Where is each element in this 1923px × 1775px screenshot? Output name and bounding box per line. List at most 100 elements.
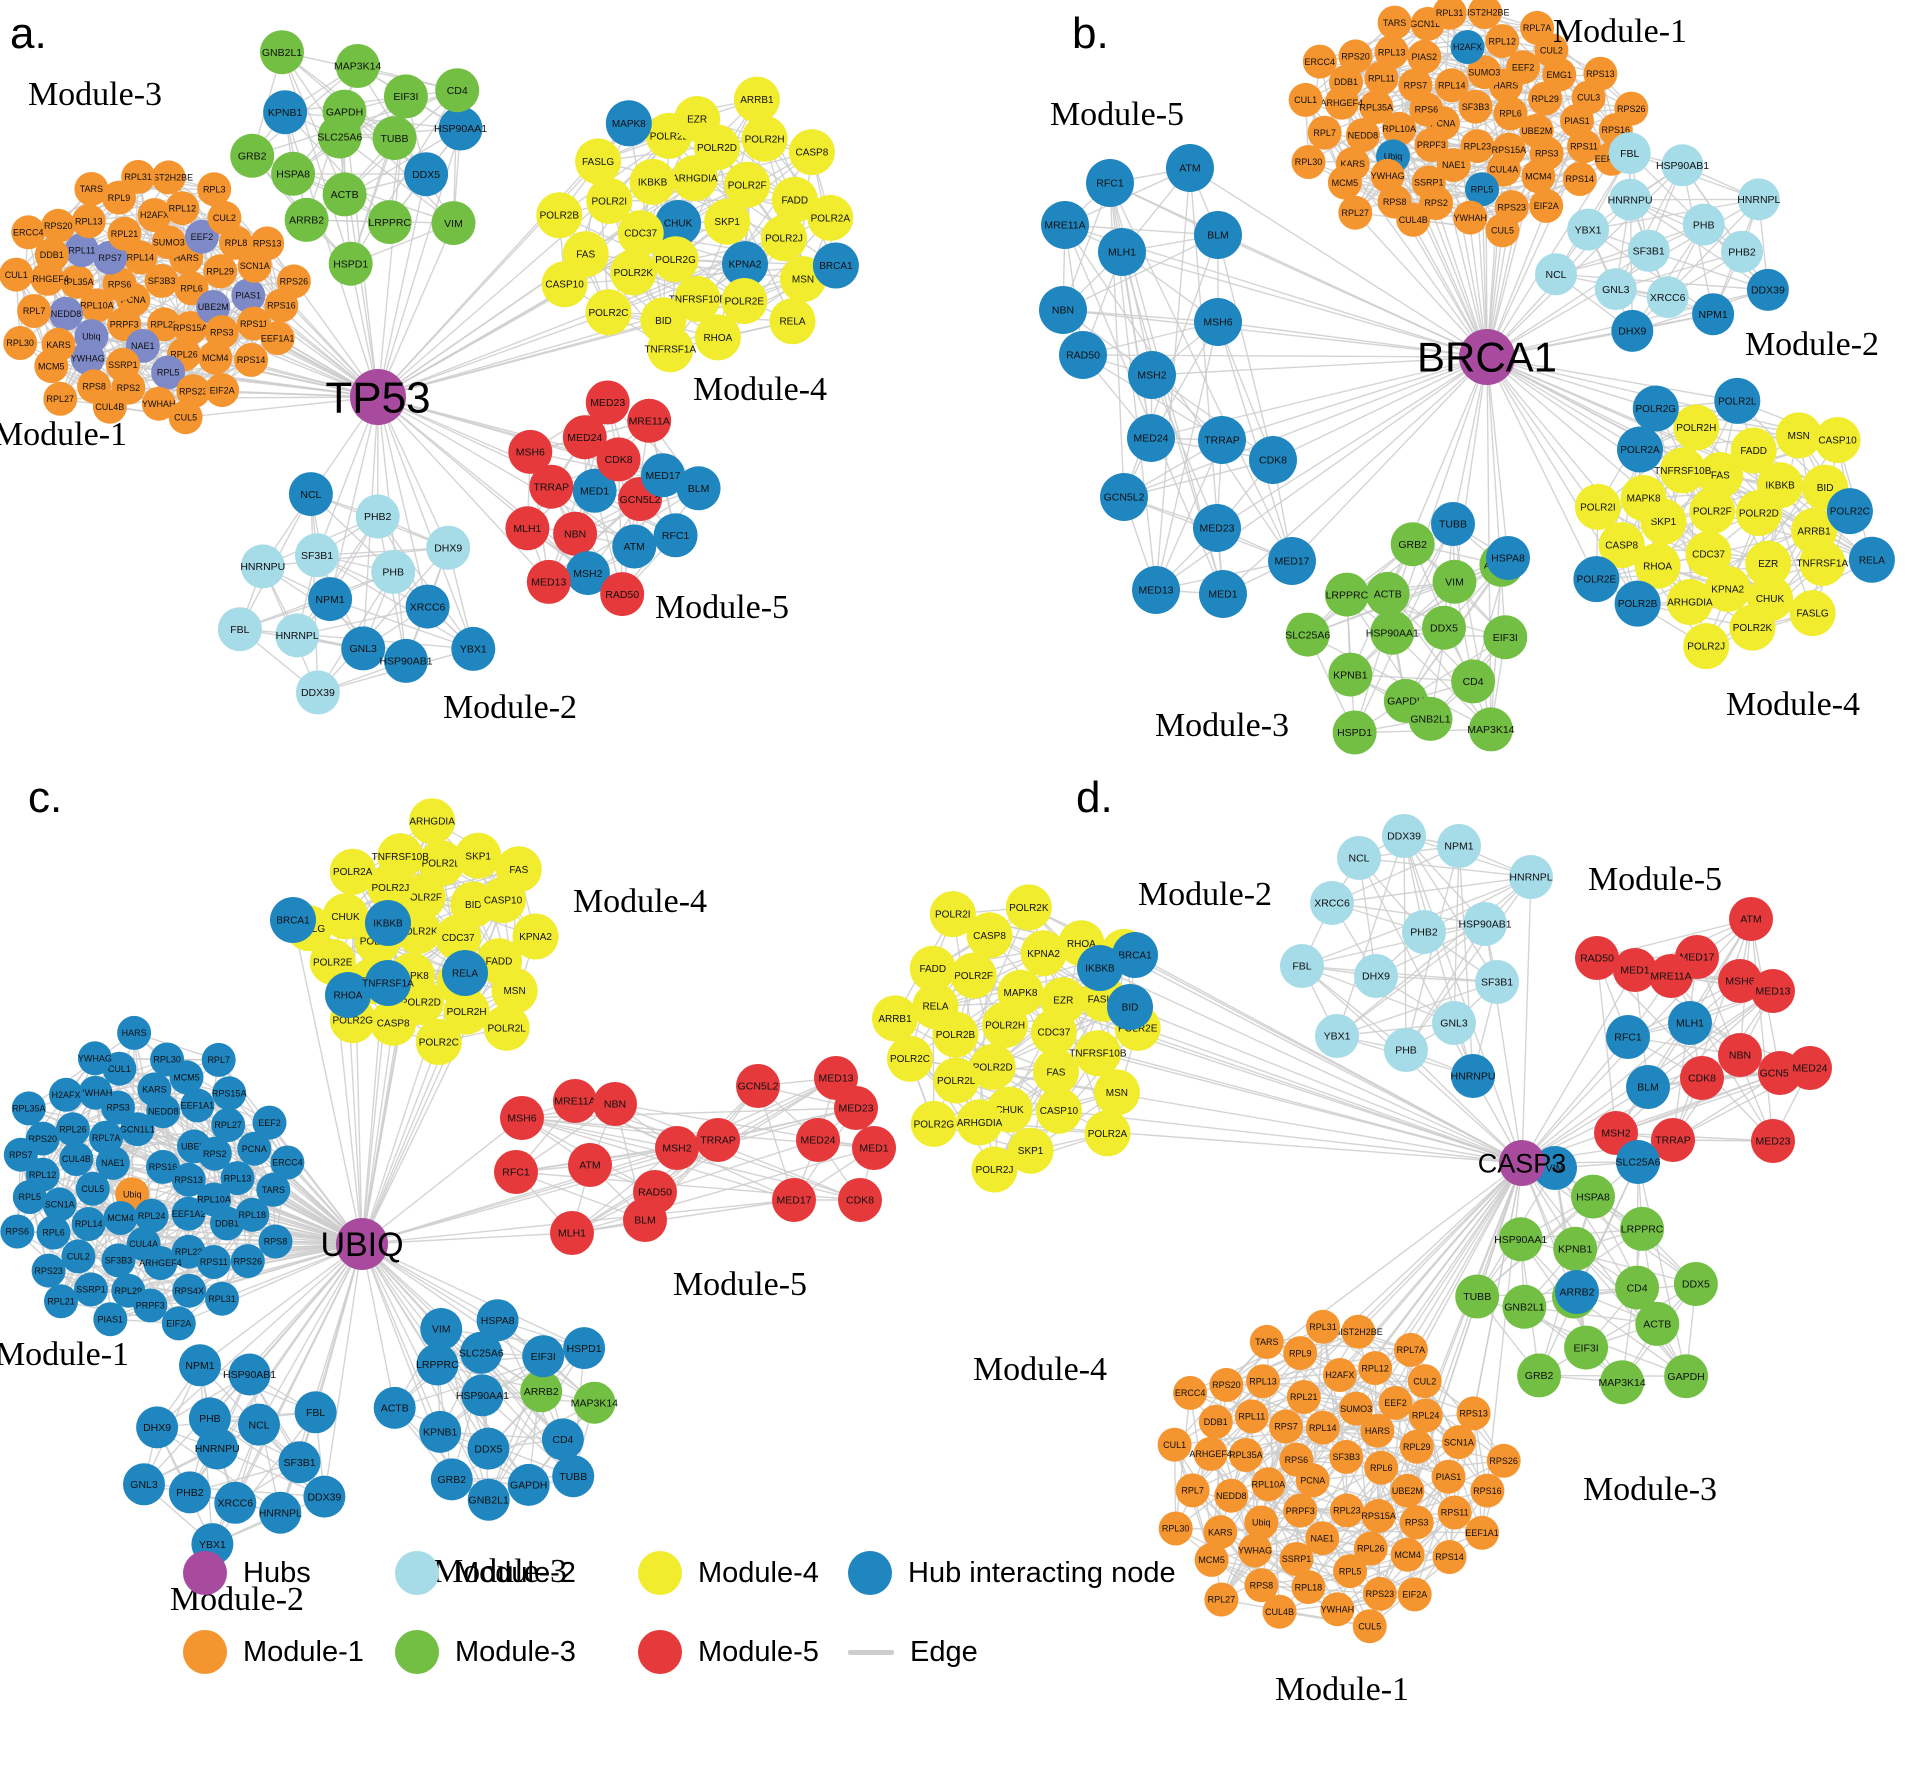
node-VIM: VIM [1432, 559, 1477, 604]
node-DDX39: DDX39 [295, 670, 340, 715]
node-YWHAG: YWHAG [71, 341, 105, 376]
node-MAPK8: MAPK8 [605, 100, 652, 147]
node-H2AFX: H2AFX [1322, 1358, 1357, 1392]
node-HSPD1: HSPD1 [1332, 710, 1377, 755]
node-KPNB1: KPNB1 [263, 90, 308, 135]
hub-BRCA1: BRCA1 [1417, 329, 1557, 385]
node-HSPA8: HSPA8 [271, 151, 316, 196]
node-HSPA8: HSPA8 [1571, 1174, 1615, 1219]
node-BRCA1: BRCA1 [812, 242, 859, 289]
node-RPS23: RPS23 [31, 1253, 66, 1288]
node-POLR2A: POLR2A [1617, 426, 1663, 473]
hub-UBIQ: UBIQ [320, 1218, 404, 1270]
node-YWHAG: YWHAG [1238, 1533, 1272, 1568]
node-POLR2C: POLR2C [1826, 488, 1873, 535]
node-YWHAH: YWHAH [78, 1075, 113, 1110]
node-RPL11: RPL11 [1234, 1399, 1269, 1434]
node-EIF2A: EIF2A [1397, 1577, 1432, 1612]
node-PHB: PHB [371, 549, 416, 594]
node-RPS6: RPS6 [1279, 1442, 1314, 1477]
node-ACTB: ACTB [1365, 571, 1410, 616]
node-MAPK8: MAPK8 [997, 969, 1044, 1016]
node-RPL30: RPL30 [1291, 145, 1326, 179]
node-RPL30: RPL30 [1158, 1511, 1193, 1546]
node-NEDD8: NEDD8 [1214, 1478, 1249, 1513]
node-FASLG: FASLG [575, 138, 622, 185]
node-EIF2A: EIF2A [1529, 188, 1564, 223]
node-RPL10A: RPL10A [1251, 1467, 1286, 1502]
node-MED1: MED1 [1199, 570, 1247, 618]
hubs-swatch-icon [183, 1551, 227, 1595]
node-H2AFX: H2AFX [1450, 30, 1485, 64]
node-GCN5L2: GCN5L2 [1100, 473, 1148, 521]
node-POLR2I: POLR2I [1574, 483, 1621, 530]
node-CDK8: CDK8 [1680, 1056, 1724, 1100]
node-POLR2C: POLR2C [415, 1019, 462, 1065]
panel-c-m5-title: Module-5 [673, 1266, 807, 1303]
node-RPL13: RPL13 [1374, 35, 1409, 70]
node-CASP8: CASP8 [788, 129, 835, 176]
edge-swatch-icon [848, 1649, 894, 1655]
node-RPL35A: RPL35A [59, 264, 94, 299]
node-EEF2: EEF2 [252, 1105, 287, 1140]
node-CUL5: CUL5 [1485, 213, 1520, 248]
node-YBX1: YBX1 [1567, 208, 1610, 251]
node-MCM4: MCM4 [1521, 159, 1556, 194]
node-CUL1: CUL1 [1288, 82, 1323, 117]
node-MSH6: MSH6 [1194, 298, 1242, 346]
node-CUL5: CUL5 [168, 400, 203, 435]
node-POLR2I: POLR2I [586, 177, 633, 224]
node-MSH2: MSH2 [1128, 351, 1176, 399]
node-EEF1A1: EEF1A1 [1465, 1515, 1499, 1550]
legend-item-module-4: Module-4 [638, 1549, 819, 1597]
node-MED13: MED13 [1751, 969, 1795, 1013]
node-POLR2A: POLR2A [329, 848, 376, 895]
node-CASP10: CASP10 [1814, 417, 1861, 463]
node-POLR2K: POLR2K [610, 249, 657, 296]
node-POLR2B: POLR2B [536, 192, 583, 239]
node-FBL: FBL [1608, 132, 1651, 175]
node-POLR2C: POLR2C [887, 1035, 933, 1082]
node-RPL27: RPL27 [43, 381, 78, 416]
node-GRB2: GRB2 [430, 1458, 473, 1501]
node-EIF2A: EIF2A [205, 373, 240, 408]
legend-label-module-2: Module-2 [455, 1556, 576, 1589]
node-PHB: PHB [188, 1397, 231, 1440]
panel-c-m1-title: Module-1 [0, 1336, 129, 1373]
node-RPS26: RPS26 [1486, 1443, 1521, 1478]
legend-label-module-5: Module-5 [698, 1635, 819, 1668]
node-RPL7: RPL7 [201, 1042, 236, 1077]
node-VIM: VIM [431, 201, 476, 246]
node-ACTB: ACTB [322, 172, 367, 217]
node-SF3B3: SF3B3 [101, 1243, 136, 1278]
node-MSN: MSN [1775, 412, 1822, 459]
node-XRCC6: XRCC6 [1310, 881, 1354, 925]
node-EEF1A1: EEF1A1 [260, 321, 295, 356]
node-RPL27: RPL27 [1204, 1582, 1239, 1617]
node-KPNB1: KPNB1 [1553, 1226, 1598, 1271]
node-RPL13: RPL13 [71, 204, 106, 239]
node-BLM: BLM [1194, 211, 1242, 259]
legend-label-edge: Edge [910, 1635, 978, 1668]
node-LRPPRC: LRPPRC [367, 200, 412, 245]
node-ACTB: ACTB [1635, 1301, 1680, 1346]
edge-layer [15, 11, 1873, 1627]
node-RPL24: RPL24 [1408, 1398, 1443, 1433]
node-DHX9: DHX9 [426, 525, 471, 570]
node-MED23: MED23 [585, 380, 630, 425]
node-KPNB1: KPNB1 [1328, 652, 1373, 697]
node-RFC1: RFC1 [1086, 159, 1134, 207]
node-RAD50: RAD50 [1575, 936, 1619, 980]
node-RPL12: RPL12 [1485, 24, 1520, 59]
panel-b-m5-title: Module-5 [1050, 96, 1184, 133]
legend-item-module-5: Module-5 [638, 1628, 819, 1676]
node-PHB2: PHB2 [1721, 230, 1763, 273]
node-EEF2: EEF2 [1378, 1385, 1413, 1420]
node-RPL13: RPL13 [1246, 1364, 1280, 1399]
module-4-swatch-icon [638, 1551, 682, 1595]
node-PHB2: PHB2 [1402, 910, 1446, 954]
legend-item-hubs: Hubs [183, 1549, 311, 1597]
node-BLM: BLM [676, 466, 721, 511]
legend-label-module-1: Module-1 [243, 1635, 364, 1668]
node-MED23: MED23 [1751, 1119, 1795, 1163]
